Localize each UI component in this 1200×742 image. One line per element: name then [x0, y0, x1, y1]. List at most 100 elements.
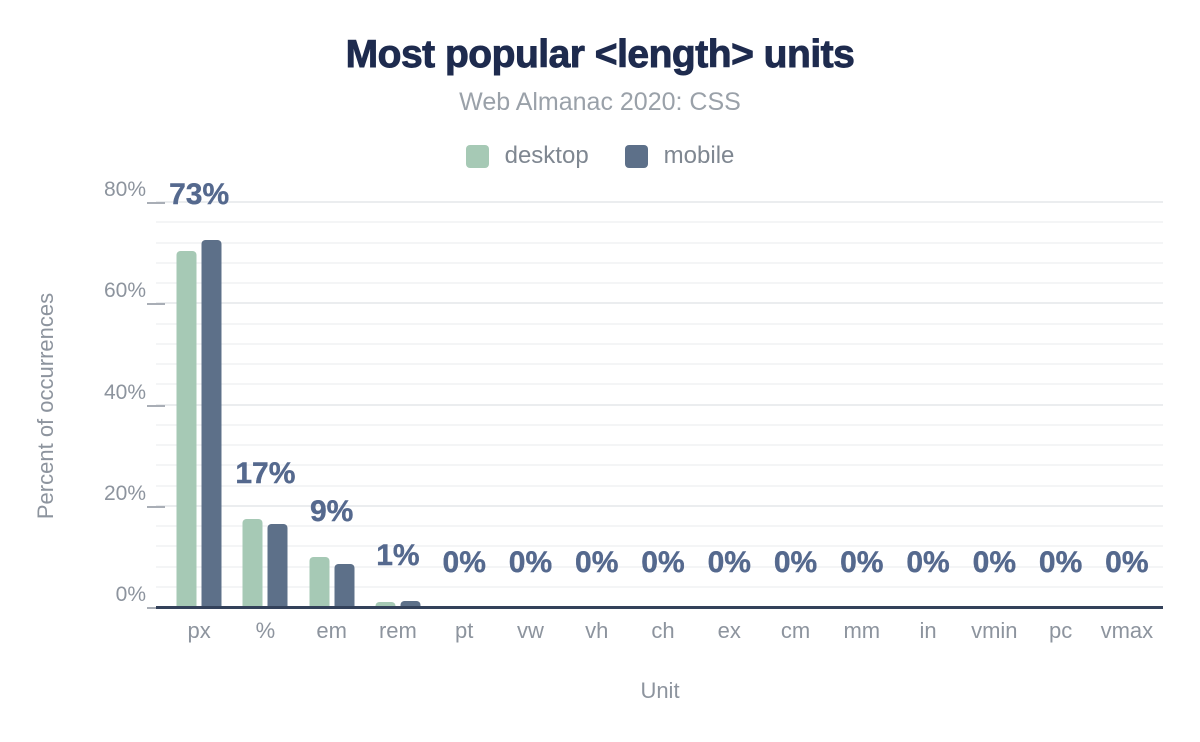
gridline	[156, 363, 1163, 365]
chart-title: Most popular <length> units	[345, 33, 855, 77]
bar-value-label: 9%	[309, 495, 354, 529]
x-tick-label: rem	[378, 618, 417, 643]
x-tick-label: vh	[585, 618, 609, 643]
bar-group-rem: 1% rem	[365, 203, 431, 643]
bar-group-pt: 0% pt	[431, 203, 497, 643]
gridline	[156, 241, 1163, 244]
gridline	[156, 261, 1163, 264]
x-tick-label: %	[255, 618, 276, 643]
y-tick-mark	[147, 303, 165, 306]
desktop-bar-pct[interactable]	[242, 518, 263, 608]
y-tick-label: 0%	[115, 583, 146, 606]
gridline	[156, 464, 1163, 467]
mobile-bar-em[interactable]	[334, 564, 355, 608]
desktop-bar-em[interactable]	[309, 557, 330, 608]
bar-group-vw: 0% vw	[497, 203, 563, 643]
bar-group-mm: 0% mm	[829, 203, 895, 643]
x-tick-label: in	[919, 618, 937, 643]
gridline	[156, 444, 1163, 446]
chart-subtitle: Web Almanac 2020: CSS	[459, 88, 741, 116]
bar-pair	[176, 240, 222, 608]
x-tick-label: ch	[651, 618, 675, 643]
x-tick-label: cm	[780, 618, 811, 643]
legend-label-desktop: desktop	[504, 142, 589, 169]
y-tick-mark	[147, 505, 165, 508]
gridline	[156, 322, 1163, 325]
gridline	[156, 423, 1163, 426]
y-tick-label: 80%	[103, 178, 146, 201]
bar-group-pct: 17%%	[232, 203, 298, 643]
bar-group-pc: 0% pc	[1027, 203, 1093, 643]
x-tick-label: mm	[843, 618, 881, 643]
bar-value-label: 17%	[235, 456, 296, 490]
x-tick-label: vw	[517, 618, 544, 643]
bar-value-label: 0%	[508, 546, 553, 579]
legend-item-desktop: desktop	[465, 142, 589, 170]
bar-group-vmax: 0% vmax	[1094, 203, 1160, 643]
bar-value-label: 0%	[575, 546, 619, 579]
bar-value-label: 73%	[169, 178, 230, 212]
y-tick-label: 40%	[103, 380, 146, 404]
bar-group-cm: 0% cm	[762, 203, 828, 643]
bar-value-label: 0%	[972, 546, 1016, 579]
bar-group-ex: 0% ex	[696, 203, 762, 643]
gridline	[156, 504, 1163, 507]
plot-area: 0% 20% 40% 60% 80% 73% px 17%% 9% em 1% rem 0% pt 0% v…	[104, 178, 1163, 643]
bar-pair	[242, 518, 288, 608]
gridline	[156, 342, 1163, 345]
y-tick-label: 60%	[103, 279, 146, 303]
bar-group-in: 0% in	[895, 203, 961, 643]
x-tick-label: ex	[717, 618, 741, 643]
gridline	[156, 403, 1163, 406]
bar-value-label: 0%	[1105, 546, 1149, 579]
legend-label-mobile: mobile	[663, 142, 735, 169]
gridline	[156, 221, 1163, 224]
desktop-bar-px[interactable]	[176, 251, 197, 608]
bar-pair	[375, 600, 421, 608]
bar-group-em: 9% em	[299, 203, 365, 643]
y-tick-label: 20%	[103, 481, 146, 505]
y-tick-mark	[147, 202, 165, 204]
legend: desktop mobile	[0, 142, 1200, 170]
bar-groups: 73% px 17%% 9% em 1% rem 0% pt 0% vw 0% vh 0% ch 0% ex 0%…	[166, 178, 1160, 643]
mobile-bar-px[interactable]	[201, 240, 222, 608]
bar-value-label: 0%	[641, 546, 685, 579]
gridline	[156, 302, 1163, 305]
mobile-swatch-icon	[624, 144, 648, 168]
bar-value-label: 0%	[442, 546, 486, 579]
y-axis-title: Percent of occurrences	[33, 292, 58, 520]
gridline	[156, 545, 1163, 548]
x-tick-label: em	[316, 618, 347, 643]
gridline	[156, 484, 1163, 487]
bar-value-label: 0%	[1038, 546, 1083, 579]
bar-group-vh: 0% vh	[564, 203, 630, 643]
bar-group-vmin: 0% vmin	[961, 203, 1027, 643]
x-axis-line	[156, 606, 1163, 609]
bar-value-label: 0%	[773, 546, 818, 579]
x-tick-label: pc	[1048, 618, 1073, 643]
gridline	[156, 201, 1163, 203]
gridline	[156, 383, 1163, 386]
bar-value-label: 0%	[906, 546, 950, 579]
x-tick-label: vmin	[971, 618, 1018, 643]
mobile-bar-pct[interactable]	[267, 523, 288, 608]
x-axis-title: Unit	[640, 678, 680, 703]
bar-pair	[309, 557, 355, 608]
desktop-swatch-icon	[465, 144, 489, 168]
y-tick-mark	[147, 404, 165, 407]
gridline	[156, 282, 1163, 284]
bar-value-label: 0%	[840, 546, 884, 579]
gridline	[156, 565, 1163, 568]
gridline	[156, 585, 1163, 588]
legend-item-mobile: mobile	[624, 142, 735, 170]
mobile-bar-rem[interactable]	[400, 600, 421, 608]
bar-value-label: 1%	[376, 538, 420, 572]
desktop-bar-rem[interactable]	[375, 601, 396, 608]
x-tick-label: vmax	[1100, 618, 1154, 643]
x-tick-label: pt	[455, 618, 474, 643]
bar-value-label: 0%	[707, 546, 751, 579]
x-tick-label: px	[187, 618, 211, 643]
bar-group-ch: 0% ch	[630, 203, 696, 643]
gridline	[156, 525, 1163, 527]
